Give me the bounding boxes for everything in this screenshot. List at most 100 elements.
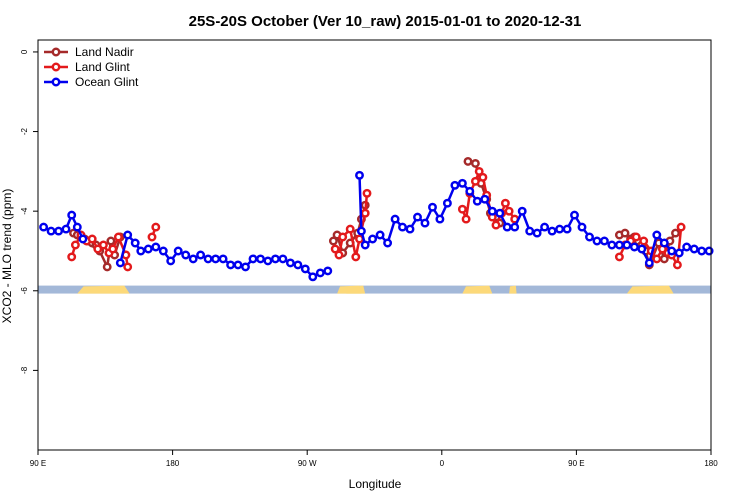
data-point xyxy=(689,244,699,254)
data-point xyxy=(61,224,71,234)
series-land-glint xyxy=(67,166,686,272)
data-point xyxy=(495,208,505,218)
data-point xyxy=(39,222,49,232)
data-point xyxy=(67,210,77,220)
legend-label: Land Glint xyxy=(75,60,130,74)
data-point xyxy=(123,230,133,240)
data-point xyxy=(474,166,484,176)
data-point xyxy=(614,240,624,250)
data-point xyxy=(241,262,250,272)
data-point xyxy=(450,180,460,190)
data-point xyxy=(108,244,118,254)
data-point xyxy=(166,256,176,266)
data-point xyxy=(562,224,572,234)
data-point xyxy=(682,242,692,252)
chart-title: 25S-20S October (Ver 10_raw) 2015-01-01 … xyxy=(189,13,582,30)
data-point xyxy=(622,240,632,250)
data-point xyxy=(674,248,684,258)
data-point xyxy=(500,198,510,208)
x-tick-label: 90 E xyxy=(30,459,46,468)
legend-swatch-marker xyxy=(51,77,61,87)
data-point xyxy=(46,226,56,236)
y-tick-label: -2 xyxy=(20,127,29,135)
data-point xyxy=(671,228,680,238)
legend-label: Land Nadir xyxy=(75,45,134,59)
data-point xyxy=(188,254,198,264)
data-point xyxy=(233,260,243,270)
data-point xyxy=(478,172,488,182)
data-point xyxy=(491,220,501,230)
data-point xyxy=(102,262,112,272)
data-point xyxy=(480,194,490,204)
data-point xyxy=(472,196,482,206)
x-axis-label: Longitude xyxy=(349,477,402,491)
data-point xyxy=(256,254,265,264)
data-point xyxy=(360,208,370,218)
data-point xyxy=(570,210,579,220)
x-tick-label: 180 xyxy=(166,459,180,468)
series-layer xyxy=(39,156,714,282)
data-point xyxy=(457,178,467,188)
data-point xyxy=(211,254,221,264)
data-point xyxy=(356,226,366,236)
data-point xyxy=(328,236,338,246)
data-point xyxy=(360,240,370,250)
data-point xyxy=(285,258,295,268)
data-point xyxy=(652,230,662,240)
data-point xyxy=(218,254,228,264)
data-point xyxy=(98,240,108,250)
data-point xyxy=(196,250,206,260)
data-point xyxy=(599,236,609,246)
data-point xyxy=(555,224,565,234)
series-ocean-glint xyxy=(39,170,714,282)
x-axis: 90 E 180 90 W 0 90 E 180 xyxy=(30,450,718,468)
data-point xyxy=(70,240,80,250)
data-point xyxy=(315,268,325,278)
data-point xyxy=(355,170,364,180)
data-point xyxy=(300,264,310,274)
data-point xyxy=(465,186,475,196)
data-point xyxy=(398,222,407,232)
land-segment-0 xyxy=(77,285,130,294)
data-point xyxy=(639,236,649,246)
data-point xyxy=(442,198,452,208)
data-point xyxy=(323,266,333,276)
data-point xyxy=(67,252,77,262)
data-point xyxy=(676,222,686,232)
data-point xyxy=(405,224,415,234)
data-point xyxy=(487,206,497,216)
data-point xyxy=(428,202,437,212)
data-point xyxy=(577,222,587,232)
data-point xyxy=(620,228,630,238)
data-point xyxy=(151,222,161,232)
data-point xyxy=(72,222,82,232)
data-point xyxy=(78,234,88,244)
data-point xyxy=(517,206,527,216)
data-point xyxy=(143,244,153,254)
data-point xyxy=(115,258,125,268)
data-point xyxy=(652,254,662,264)
data-point xyxy=(637,244,647,254)
ocean-strip xyxy=(38,285,711,294)
data-point xyxy=(672,260,682,270)
data-point xyxy=(93,244,103,254)
data-point xyxy=(504,206,514,216)
data-point xyxy=(525,226,535,236)
x-tick-label: 90 W xyxy=(298,459,317,468)
data-point xyxy=(607,240,617,250)
data-point xyxy=(136,246,146,256)
y-tick-label: -4 xyxy=(20,207,29,215)
legend-swatch-marker xyxy=(51,62,61,72)
data-point xyxy=(644,258,654,268)
data-point xyxy=(532,228,542,238)
data-point xyxy=(345,224,355,234)
data-point xyxy=(383,238,393,248)
data-point xyxy=(697,246,707,256)
data-point xyxy=(181,250,191,260)
data-point xyxy=(173,246,183,256)
data-point xyxy=(547,226,557,236)
data-point xyxy=(54,226,64,236)
data-point xyxy=(390,214,400,224)
